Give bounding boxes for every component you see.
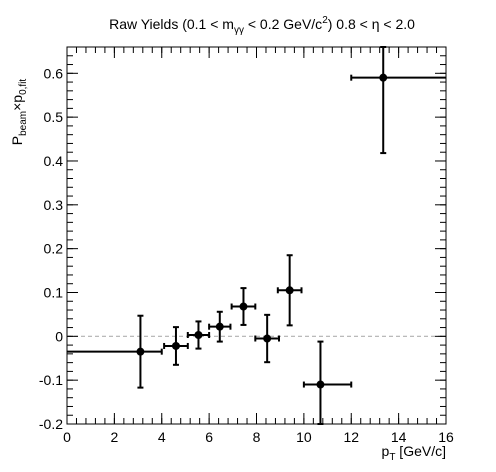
y-tick-label: 0.2 <box>44 241 64 257</box>
chart-title: Raw Yields (0.1 < mγγ < 0.2 GeV/c2) 0.8 … <box>109 15 415 36</box>
plot-area: 0 2 4 6 8 10 12 14 16 -0.2 -0.1 0 0.1 0.2 0.3 0.4 0.5 0.6 <box>39 46 454 445</box>
x-tick-label: 16 <box>438 429 454 445</box>
y-tick-label: 0 <box>55 328 63 344</box>
data-point <box>379 73 388 82</box>
y-axis-label: Pbeam×p0,fit <box>9 79 29 146</box>
x-tick-label: 0 <box>63 429 71 445</box>
data-point <box>194 331 203 340</box>
x-axis-label: pT [GeV/c] <box>382 443 446 463</box>
x-tick-label: 4 <box>158 429 166 445</box>
data-point <box>263 334 272 343</box>
data-point <box>171 341 180 350</box>
data-point <box>316 380 325 389</box>
y-tick-label: -0.1 <box>39 372 63 388</box>
x-tick-label: 2 <box>110 429 118 445</box>
x-tick-label: 14 <box>391 429 407 445</box>
x-tick-label: 6 <box>205 429 213 445</box>
y-tick-label: 0.3 <box>44 197 64 213</box>
y-tick-label: 0.5 <box>44 109 64 125</box>
data-point <box>136 347 145 356</box>
x-tick-label: 8 <box>253 429 261 445</box>
data-point <box>215 322 224 331</box>
plot-frame <box>66 46 447 425</box>
y-tick-label: -0.2 <box>39 416 63 432</box>
x-tick-label: 12 <box>343 429 359 445</box>
data-point <box>239 302 248 311</box>
x-tick-label: 10 <box>296 429 312 445</box>
data-point <box>285 286 294 295</box>
y-tick-label: 0.6 <box>44 65 64 81</box>
y-tick-label: 0.1 <box>44 284 64 300</box>
y-tick-label: 0.4 <box>44 153 64 169</box>
